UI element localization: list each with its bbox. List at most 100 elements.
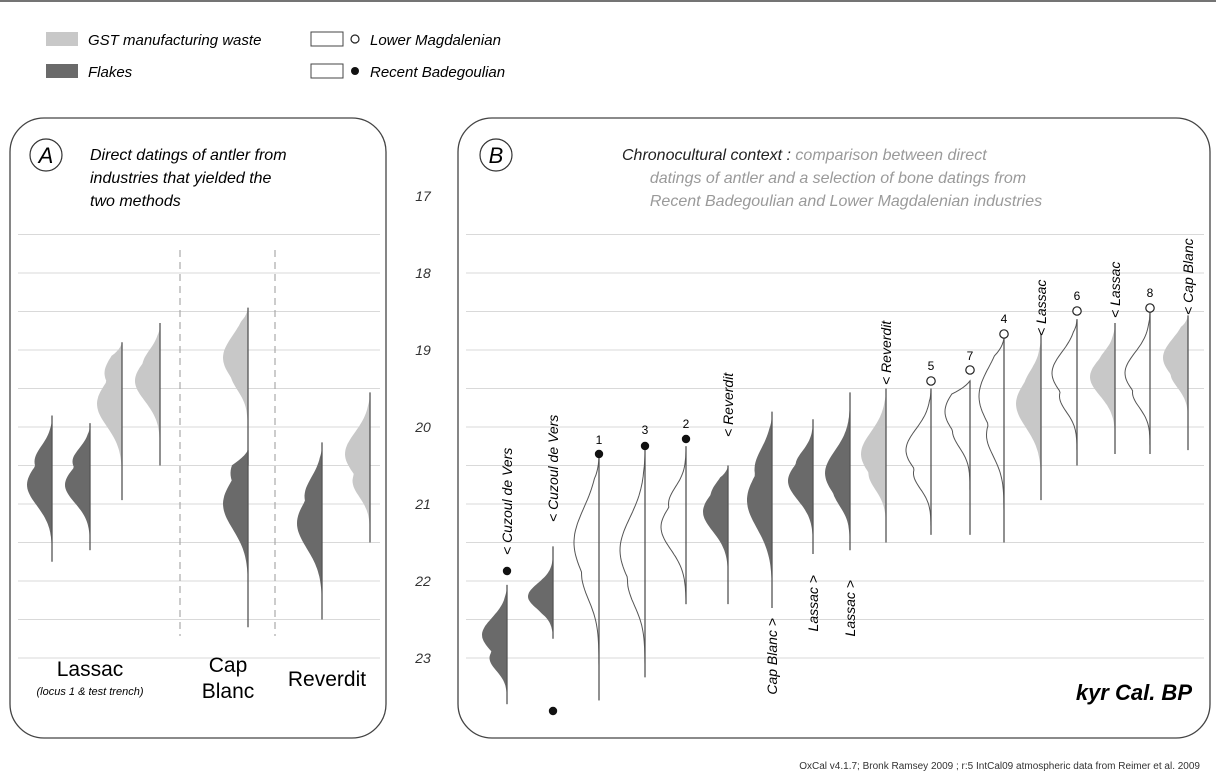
legend-label-gst: GST manufacturing waste [88, 32, 261, 49]
distribution-curve [223, 307, 248, 466]
panel-a-header: A Direct datings of antler from industri… [29, 138, 287, 210]
legend: GST manufacturing waste Flakes Lower Mag… [46, 31, 505, 81]
series-label: < Lassac [1107, 262, 1123, 318]
footer-credit: OxCal v4.1.7; Bronk Ramsey 2009 ; r:5 In… [799, 761, 1200, 772]
panel-b-title-line-2: datings of antler and a selection of bon… [650, 170, 1026, 187]
series-number-label: 4 [1001, 312, 1008, 326]
open-circle-marker [1145, 303, 1155, 313]
legend-swatch-gst [46, 32, 78, 46]
legend-label-flakes: Flakes [88, 64, 133, 81]
y-axis-ticks: 17 18 19 20 21 22 23 [414, 188, 432, 666]
site-label-blanc: Blanc [202, 680, 255, 703]
legend-swatch-recent-badegoulian [310, 63, 344, 79]
panel-b-badge [479, 138, 513, 172]
series-label: < Reverdit [720, 372, 736, 437]
y-tick-label: 23 [414, 650, 431, 666]
series-number-label: 5 [928, 359, 935, 373]
y-tick-label: 20 [414, 419, 431, 435]
distribution-curve [27, 415, 52, 562]
distribution-curve [660, 446, 687, 605]
open-circle-marker [926, 376, 936, 386]
legend-label-recent-badegoulian: Recent Badegoulian [370, 64, 505, 81]
distribution-curve [1051, 319, 1078, 466]
distribution-curve [1163, 315, 1188, 451]
filled-circle-marker [548, 706, 558, 716]
filled-circle-marker [594, 449, 604, 459]
panel-a-badge [29, 138, 63, 172]
distribution-curve [1124, 311, 1151, 454]
distribution-curve [619, 450, 646, 678]
filled-circle-marker [681, 434, 691, 444]
site-label-lassac: Lassac [57, 658, 124, 681]
distribution-curve [703, 465, 728, 605]
series-label: < Cuzoul de Vers [499, 448, 515, 555]
distribution-curve [978, 338, 1005, 543]
panel-b-frame [457, 117, 1211, 739]
distribution-curve [135, 323, 160, 466]
open-circle-marker [965, 365, 975, 375]
legend-open-circle-icon [350, 34, 360, 44]
distribution-curve [345, 392, 370, 543]
legend-filled-circle-icon [351, 67, 359, 75]
legend-swatch-lower-magdalenian [310, 31, 344, 47]
distribution-curve [905, 388, 932, 535]
distribution-curve [97, 342, 122, 501]
series-label: < Lassac [1033, 280, 1049, 336]
panel-a-title-line-1: Direct datings of antler from [90, 147, 287, 164]
panel-a-title-line-2: industries that yielded the [90, 170, 272, 187]
y-tick-label: 21 [414, 496, 431, 512]
y-tick-label: 18 [415, 265, 431, 281]
series-label: Cap Blanc > [764, 618, 780, 695]
series-number-label: 2 [683, 417, 690, 431]
distribution-curve [788, 419, 813, 554]
series-label: < Cuzoul de Vers [545, 415, 561, 522]
series-number-label: 8 [1147, 286, 1154, 300]
distribution-curve [223, 450, 248, 628]
distribution-curve [1090, 323, 1115, 454]
distribution-curve [825, 392, 850, 551]
panel-b-title-line-3: Recent Badegoulian and Lower Magdalenian… [650, 193, 1042, 210]
series-label: Lassac > [805, 575, 821, 631]
panel-b-letter: B [489, 143, 504, 168]
open-circle-marker [1072, 306, 1082, 316]
distributions: < Cuzoul de Vers < Cuzoul de Vers 1 3 2 < Rev… [27, 238, 1196, 716]
series-label: < Cap Blanc [1180, 238, 1196, 315]
gridlines [18, 234, 1204, 659]
y-tick-label: 17 [415, 188, 432, 204]
y-tick-label: 19 [415, 342, 431, 358]
site-label-reverdit: Reverdit [288, 668, 366, 691]
distribution-curve [573, 457, 600, 701]
panel-a-frame [9, 117, 387, 739]
panel-b-title-dark: Chronocultural context : [622, 147, 795, 164]
series-label: Lassac > [842, 580, 858, 636]
filled-circle-marker [640, 441, 650, 451]
open-circle-marker [999, 329, 1009, 339]
site-label-cap: Cap [209, 654, 248, 677]
distribution-curve [482, 584, 507, 705]
distribution-curve [944, 379, 971, 535]
panel-b-title-line-1: Chronocultural context : comparison betw… [622, 147, 987, 164]
axis-unit-label: kyr Cal. BP [1076, 680, 1192, 705]
site-sublabel-lassac: (locus 1 & test trench) [37, 686, 144, 698]
legend-swatch-flakes [46, 64, 78, 78]
distribution-curve [528, 546, 553, 639]
y-tick-label: 22 [414, 573, 431, 589]
panel-a-site-labels: Lassac (locus 1 & test trench) Cap Blanc… [37, 654, 367, 703]
filled-circle-marker [502, 566, 512, 576]
series-number-label: 3 [642, 423, 649, 437]
distribution-curve [747, 411, 772, 608]
panel-a-title-line-3: two methods [90, 193, 181, 210]
panel-a-letter: A [37, 143, 54, 168]
series-number-label: 6 [1074, 289, 1081, 303]
distribution-curve [297, 442, 322, 620]
legend-label-lower-magdalenian: Lower Magdalenian [370, 32, 501, 49]
panel-b-header: B Chronocultural context : comparison be… [479, 138, 1042, 210]
series-label: < Reverdit [878, 320, 894, 385]
distribution-curve [1016, 334, 1041, 501]
series-number-label: 7 [967, 349, 974, 363]
panel-b-title-grey: comparison between direct [795, 147, 987, 164]
series-number-label: 1 [596, 433, 603, 447]
distribution-curve [65, 423, 90, 551]
distribution-curve [861, 388, 886, 543]
